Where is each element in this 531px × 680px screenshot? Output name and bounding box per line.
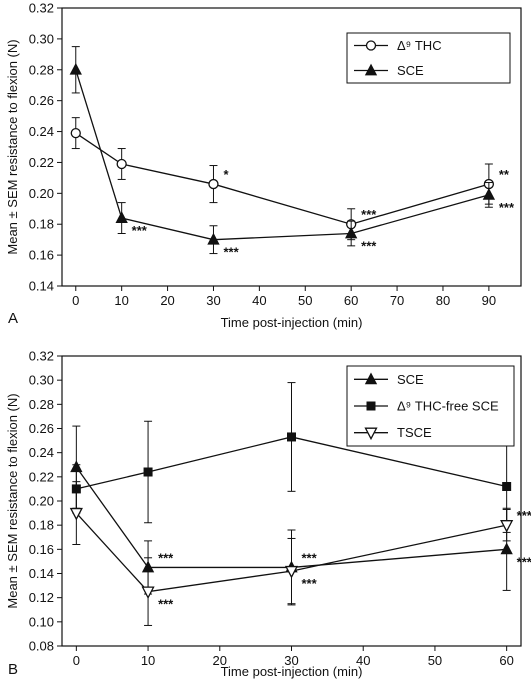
legend-marker <box>365 40 377 51</box>
panel-b: 0.08 0.10 0.12 0.14 0.16 0.18 0.20 0.22 0.24 0.26… <box>5 349 531 680</box>
data-point <box>482 188 496 200</box>
y-tick-label: 0.18 <box>29 217 54 232</box>
significance-marker: *** <box>223 245 239 260</box>
legend-label: Δ⁹ THC-free SCE <box>397 399 499 414</box>
data-point <box>500 542 513 555</box>
y-tick-label: 0.32 <box>29 1 54 16</box>
y-tick-label: 0.28 <box>29 62 54 77</box>
x-tick-label: 70 <box>390 293 404 308</box>
x-tick-label: 90 <box>482 293 496 308</box>
y-tick-label: 0.22 <box>29 469 54 484</box>
y-axis-title: Mean ± SEM resistance to flexion (N) <box>5 39 20 254</box>
x-tick-label: 0 <box>73 653 80 668</box>
x-tick-label: 0 <box>72 293 79 308</box>
legend-marker <box>364 427 378 441</box>
significance-marker: *** <box>302 576 318 591</box>
y-tick-label: 0.16 <box>29 248 54 263</box>
data-point <box>143 467 153 477</box>
legend-marker <box>366 401 376 411</box>
significance-marker: *** <box>361 207 377 222</box>
y-tick-label: 0.08 <box>29 639 54 654</box>
legend-label: SCE <box>397 63 424 78</box>
significance-marker: *** <box>132 223 148 238</box>
y-tick-label: 0.14 <box>29 279 54 294</box>
legend: SCE Δ⁹ THC-free SCE TSCE <box>346 365 515 447</box>
x-axis-title: Time post-injection (min) <box>221 315 363 330</box>
legend-label: TSCE <box>397 425 432 440</box>
series-2 <box>69 46 496 255</box>
significance-marker: * <box>223 167 229 182</box>
y-tick-label: 0.20 <box>29 186 54 201</box>
significance-marker: *** <box>499 200 515 215</box>
legend-label: SCE <box>397 372 424 387</box>
y-tick-label: 0.16 <box>29 542 54 557</box>
series-line <box>75 69 490 241</box>
y-tick-label: 0.18 <box>29 518 54 533</box>
y-tick-label: 0.32 <box>29 349 54 364</box>
series-line <box>75 466 507 569</box>
significance-marker: *** <box>158 550 174 565</box>
significance-marker: *** <box>361 238 377 253</box>
y-tick-label: 0.26 <box>29 421 54 436</box>
data-point <box>141 586 155 600</box>
x-tick-label: 60 <box>344 293 358 308</box>
x-tick-label: 10 <box>114 293 128 308</box>
legend-marker <box>364 63 378 76</box>
x-tick-label: 20 <box>213 653 227 668</box>
y-tick-label: 0.14 <box>29 566 54 581</box>
significance-marker: *** <box>302 550 318 565</box>
x-tick-label: 30 <box>284 653 298 668</box>
x-tick-label: 20 <box>160 293 174 308</box>
significance-marker: *** <box>517 508 531 523</box>
data-point <box>502 482 512 491</box>
y-tick-label: 0.30 <box>29 31 54 46</box>
series-3 <box>69 481 514 626</box>
y-tick-label: 0.30 <box>29 373 54 388</box>
series-line <box>75 132 490 225</box>
x-tick-label: 30 <box>206 293 220 308</box>
y-tick-label: 0.24 <box>29 445 54 460</box>
data-point <box>500 520 514 533</box>
data-point <box>287 432 296 442</box>
series-line <box>75 512 507 593</box>
panel-label: B <box>8 661 18 678</box>
data-point <box>116 158 127 170</box>
series-line <box>76 436 507 490</box>
y-tick-label: 0.24 <box>29 124 54 139</box>
data-point <box>115 211 128 223</box>
significance-marker: *** <box>517 554 531 569</box>
x-tick-label: 40 <box>356 653 370 668</box>
legend-label: Δ⁹ THC <box>397 38 442 53</box>
data-point <box>208 178 219 190</box>
y-tick-label: 0.28 <box>29 397 54 412</box>
significance-marker: ** <box>499 167 510 182</box>
panel-label: A <box>8 310 18 327</box>
y-tick-label: 0.12 <box>29 590 54 605</box>
y-tick-label: 0.22 <box>29 155 54 170</box>
y-axis-title: Mean ± SEM resistance to flexion (N) <box>5 393 20 608</box>
x-tick-label: 40 <box>252 293 266 308</box>
data-point <box>284 565 299 579</box>
x-axis-title: Time post-injection (min) <box>221 664 363 679</box>
plot-frame <box>61 7 522 287</box>
x-tick-label: 50 <box>428 653 442 668</box>
data-point <box>70 127 81 139</box>
y-tick-label: 0.20 <box>29 494 54 509</box>
y-tick-label: 0.10 <box>29 614 54 629</box>
legend: Δ⁹ THC SCE <box>346 32 511 84</box>
panel-a: 0.14 0.16 0.18 0.20 0.22 0.24 0.26 0.28 0.30 0.32… <box>5 1 522 330</box>
series-1 <box>70 117 495 241</box>
data-point <box>69 507 83 521</box>
x-tick-label: 10 <box>141 653 155 668</box>
data-point <box>345 226 358 239</box>
y-tick-label: 0.26 <box>29 93 54 108</box>
legend-marker <box>364 372 378 385</box>
x-tick-label: 80 <box>436 293 450 308</box>
data-point <box>69 62 82 75</box>
data-point <box>207 232 220 245</box>
x-tick-label: 50 <box>298 293 312 308</box>
x-tick-label: 60 <box>499 653 513 668</box>
significance-marker: *** <box>158 597 174 612</box>
